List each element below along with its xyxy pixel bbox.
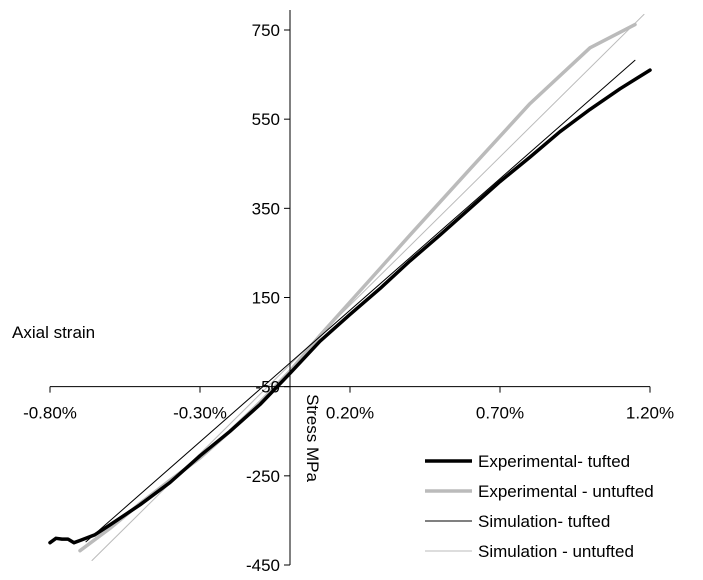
- x-tick-label: -0.30%: [173, 404, 227, 423]
- series-line: [48, 68, 652, 545]
- y-tick-label: -450: [246, 556, 280, 575]
- x-axis-title: Axial strain: [12, 323, 95, 342]
- y-axis-title: Stress MPa: [303, 394, 322, 482]
- y-tick-label: -50: [255, 378, 280, 397]
- series-layer: [48, 13, 652, 561]
- x-tick-label: 0.70%: [476, 404, 524, 423]
- series-line: [78, 22, 637, 553]
- legend-label: Simulation - untufted: [478, 542, 634, 561]
- legend-label: Experimental- tufted: [478, 452, 630, 471]
- y-tick-label: 350: [252, 199, 280, 218]
- x-tick-label: -0.80%: [23, 404, 77, 423]
- legend-label: Simulation- tufted: [478, 512, 610, 531]
- x-tick-label: 0.20%: [326, 404, 374, 423]
- legend-label: Experimental - untufted: [478, 482, 654, 501]
- y-ticks: -450 -250 -50 150 350 550 750: [246, 21, 290, 575]
- x-tick-label: 1.20%: [626, 404, 674, 423]
- y-tick-label: 150: [252, 289, 280, 308]
- series-line: [85, 59, 636, 543]
- legend: Experimental- tufted Experimental - untuf…: [425, 452, 654, 561]
- y-tick-label: 750: [252, 21, 280, 40]
- x-ticks: -0.80% -0.30% 0.20% 0.70% 1.20%: [23, 386, 674, 423]
- y-tick-label: -250: [246, 467, 280, 486]
- y-tick-label: 550: [252, 110, 280, 129]
